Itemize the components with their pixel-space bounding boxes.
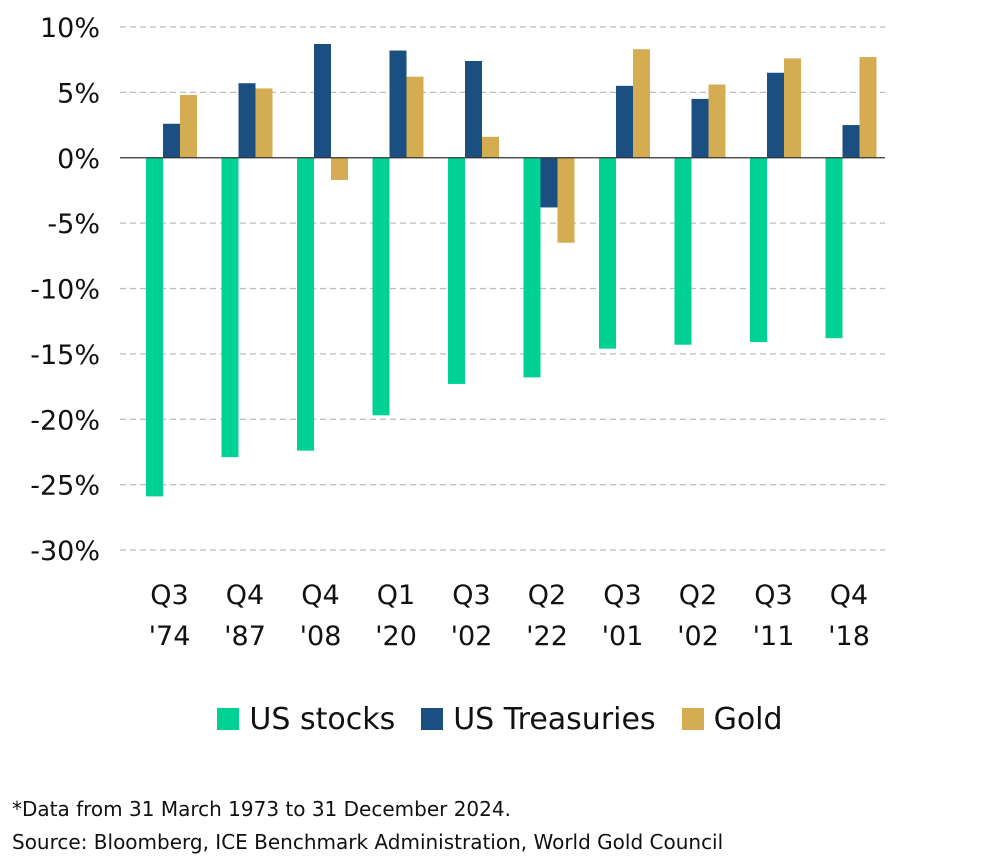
bar-us-stocks <box>825 157 843 339</box>
bar-us-stocks <box>448 157 465 384</box>
bar-gold <box>557 157 575 243</box>
x-tick-label-quarter: Q4 <box>226 580 264 611</box>
bar-us-stocks <box>750 157 767 343</box>
x-tick-label-quarter: Q3 <box>603 580 641 611</box>
bar-us-stocks <box>146 157 163 497</box>
source-note: Source: Bloomberg, ICE Benchmark Adminis… <box>12 830 724 854</box>
bar-gold <box>331 157 348 180</box>
bar-gold <box>708 84 726 158</box>
bar-us-stocks <box>221 157 239 458</box>
legend-item-gold: Gold <box>681 701 783 737</box>
bar-us-treasuries <box>842 125 860 158</box>
x-tick-label-quarter: Q2 <box>528 580 566 611</box>
bar-gold <box>482 136 499 158</box>
y-axis-tick-labels: 10% 5% 0% -5% -10% -15% -20% -25% -30% <box>30 13 100 567</box>
bar-gold <box>784 58 801 158</box>
data-range-note: *Data from 31 March 1973 to 31 December … <box>12 797 511 821</box>
bar-us-treasuries <box>616 85 633 158</box>
bar-us-stocks <box>599 157 616 349</box>
y-tick-label: -5% <box>47 209 100 240</box>
legend-item-us-stocks: US stocks <box>217 702 395 737</box>
x-axis-tick-labels: Q3 '74 Q4 '87 Q4 '08 Q1 '20 Q3 '02 Q2 '22 Q3 '01 Q2 '02… <box>149 580 870 652</box>
x-tick-label-quarter: Q2 <box>679 580 717 611</box>
bars <box>146 43 877 497</box>
x-tick-label-year: '02 <box>451 621 493 652</box>
legend-item-us-treasuries: US Treasuries <box>421 701 656 737</box>
bar-us-treasuries <box>314 43 331 158</box>
legend-swatch-us-treasuries <box>421 708 444 730</box>
x-tick-label-year: '08 <box>300 621 342 652</box>
x-tick-label-year: '20 <box>375 621 417 652</box>
bar-gold <box>180 94 197 158</box>
legend-swatch-gold <box>681 708 704 730</box>
bar-us-treasuries <box>163 123 180 158</box>
chart-notes: *Data from 31 March 1973 to 31 December … <box>12 793 723 859</box>
bar-chart: 10% 5% 0% -5% -10% -15% -20% -25% -30% Q3 '74 Q4 '8… <box>30 13 885 652</box>
x-tick-label-quarter: Q3 <box>452 580 490 611</box>
y-tick-label: 0% <box>57 144 100 175</box>
y-tick-label: 10% <box>40 13 100 44</box>
legend-label-us-stocks: US stocks <box>249 701 396 737</box>
x-tick-label-year: '11 <box>753 621 795 652</box>
y-tick-label: -20% <box>30 405 100 436</box>
x-tick-label-quarter: Q3 <box>754 580 792 611</box>
bar-gold <box>633 49 650 158</box>
bar-us-treasuries <box>767 72 784 158</box>
bar-us-treasuries <box>389 50 407 158</box>
x-tick-label-year: '87 <box>224 621 266 652</box>
bar-us-stocks <box>297 157 314 451</box>
bar-us-treasuries <box>465 60 482 158</box>
x-tick-label-year: '02 <box>677 621 719 652</box>
x-tick-label-quarter: Q1 <box>377 580 415 611</box>
bar-us-treasuries <box>238 83 256 158</box>
legend-label-us-treasuries: US Treasuries <box>453 701 656 737</box>
bar-us-treasuries <box>540 157 558 208</box>
x-tick-label-year: '01 <box>602 621 644 652</box>
bar-gold <box>859 57 877 158</box>
legend-swatch-us-stocks <box>217 708 240 730</box>
bar-us-treasuries <box>691 98 709 158</box>
bar-gold <box>255 88 273 158</box>
y-tick-label: -30% <box>30 536 100 567</box>
x-tick-label-quarter: Q4 <box>830 580 868 611</box>
y-tick-label: -15% <box>30 340 100 371</box>
bar-gold <box>406 76 424 158</box>
x-tick-label-year: '18 <box>828 621 870 652</box>
x-tick-label-year: '74 <box>149 621 191 652</box>
legend-label-gold: Gold <box>713 701 783 737</box>
bar-us-stocks <box>674 157 692 345</box>
x-tick-label-quarter: Q4 <box>301 580 339 611</box>
x-tick-label-quarter: Q3 <box>150 580 188 611</box>
x-tick-label-year: '22 <box>526 621 568 652</box>
y-tick-label: -25% <box>30 471 100 502</box>
y-tick-label: 5% <box>57 78 100 109</box>
gridlines <box>120 26 885 551</box>
legend: US stocks US Treasuries Gold <box>0 697 1000 741</box>
bar-us-stocks <box>372 157 390 416</box>
y-tick-label: -10% <box>30 275 100 306</box>
bar-us-stocks <box>523 157 541 378</box>
